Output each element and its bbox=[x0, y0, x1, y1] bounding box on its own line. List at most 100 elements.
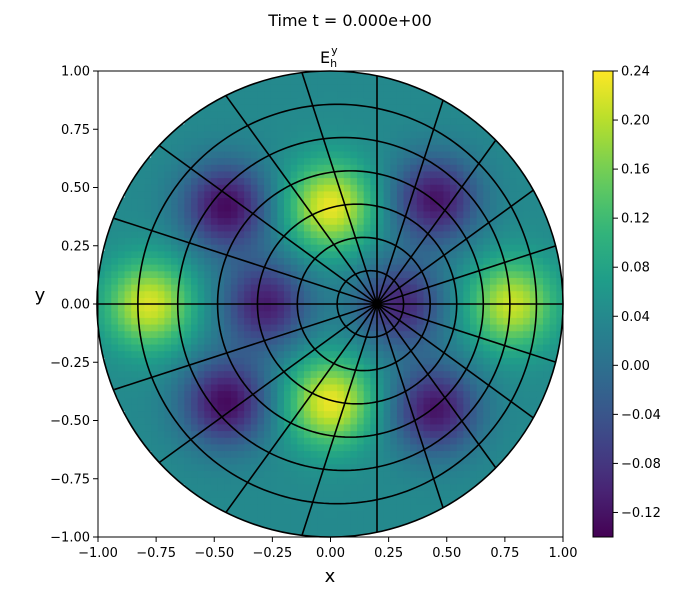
heatmap-cell bbox=[323, 110, 332, 119]
heatmap-cell bbox=[237, 503, 245, 511]
heatmap-cell bbox=[257, 257, 265, 265]
heatmap-cell bbox=[277, 470, 285, 478]
heatmap-cell bbox=[244, 457, 252, 465]
heatmap-cell bbox=[284, 477, 292, 485]
heatmap-cell bbox=[350, 210, 358, 219]
heatmap-cell bbox=[217, 370, 225, 378]
heatmap-cell bbox=[496, 323, 504, 332]
heatmap-cell bbox=[303, 237, 312, 245]
heatmap-cell bbox=[383, 124, 391, 132]
heatmap-cell bbox=[343, 150, 352, 159]
axes-title-base: E bbox=[320, 48, 330, 67]
heatmap-cell bbox=[350, 343, 358, 352]
heatmap-cell bbox=[204, 270, 212, 278]
heatmap-cell bbox=[423, 343, 431, 352]
heatmap-cell bbox=[323, 197, 332, 205]
heatmap-cell bbox=[310, 230, 318, 239]
heatmap-cell bbox=[303, 463, 312, 472]
heatmap-cell bbox=[144, 190, 152, 199]
heatmap-cell bbox=[137, 390, 146, 398]
heatmap-cell bbox=[98, 264, 106, 272]
heatmap-cell bbox=[224, 124, 232, 132]
heatmap-cell bbox=[310, 150, 318, 159]
heatmap-cell bbox=[277, 430, 285, 438]
heatmap-cell bbox=[303, 410, 312, 418]
heatmap-cell bbox=[370, 190, 378, 199]
heatmap-cell bbox=[450, 124, 458, 132]
heatmap-cell bbox=[436, 204, 445, 212]
heatmap-cell bbox=[463, 230, 471, 239]
heatmap-cell bbox=[210, 310, 219, 318]
heatmap-cell bbox=[430, 497, 438, 505]
heatmap-cell bbox=[217, 430, 225, 438]
heatmap-cell bbox=[177, 390, 185, 398]
heatmap-cell bbox=[416, 417, 425, 425]
heatmap-cell bbox=[416, 330, 425, 338]
heatmap-cell bbox=[191, 397, 199, 405]
heatmap-cell bbox=[191, 304, 199, 312]
heatmap-cell bbox=[230, 417, 239, 425]
heatmap-cell bbox=[489, 144, 498, 152]
heatmap-cell bbox=[363, 323, 371, 332]
heatmap-cell bbox=[343, 264, 352, 272]
heatmap-cell bbox=[197, 130, 205, 139]
heatmap-cell bbox=[137, 430, 146, 438]
heatmap-cell bbox=[131, 244, 139, 252]
heatmap-cell bbox=[470, 383, 478, 392]
heatmap-cell bbox=[430, 297, 438, 305]
heatmap-cell bbox=[317, 357, 325, 365]
heatmap-cell bbox=[350, 523, 358, 531]
heatmap-cell bbox=[410, 297, 418, 305]
heatmap-cell bbox=[443, 210, 451, 219]
heatmap-cell bbox=[277, 197, 285, 205]
heatmap-cell bbox=[370, 450, 378, 458]
heatmap-cell bbox=[264, 84, 272, 92]
heatmap-cell bbox=[104, 284, 112, 292]
heatmap-cell bbox=[290, 270, 298, 278]
heatmap-cell bbox=[171, 410, 179, 418]
heatmap-cell bbox=[210, 337, 219, 345]
heatmap-cell bbox=[523, 197, 531, 205]
heatmap-cell bbox=[257, 250, 265, 258]
heatmap-cell bbox=[476, 230, 484, 239]
heatmap-cell bbox=[303, 90, 312, 99]
heatmap-cell bbox=[343, 90, 352, 99]
heatmap-cell bbox=[410, 197, 418, 205]
heatmap-cell bbox=[357, 330, 365, 338]
heatmap-cell bbox=[509, 224, 518, 232]
heatmap-cell bbox=[303, 197, 312, 205]
heatmap-cell bbox=[456, 290, 464, 298]
heatmap-cell bbox=[164, 383, 172, 392]
heatmap-cell bbox=[396, 430, 405, 438]
heatmap-cell bbox=[430, 150, 438, 159]
heatmap-cell bbox=[390, 224, 398, 232]
heatmap-cell bbox=[224, 443, 232, 452]
heatmap-cell bbox=[303, 270, 312, 278]
mesh-ring bbox=[256, 203, 458, 405]
heatmap-cell bbox=[230, 304, 239, 312]
heatmap-cell bbox=[191, 164, 199, 172]
heatmap-cell bbox=[423, 417, 431, 425]
heatmap-cell bbox=[164, 457, 172, 465]
heatmap-cell bbox=[257, 237, 265, 245]
heatmap-cell bbox=[310, 110, 318, 119]
heatmap-cell bbox=[151, 270, 159, 278]
heatmap-cell bbox=[217, 483, 225, 491]
heatmap-cell bbox=[350, 510, 358, 518]
heatmap-cell bbox=[224, 217, 232, 225]
heatmap-cell bbox=[529, 244, 538, 252]
heatmap-cell bbox=[343, 483, 352, 491]
heatmap-cell bbox=[423, 244, 431, 252]
heatmap-cell bbox=[509, 170, 518, 179]
heatmap-cell bbox=[317, 497, 325, 505]
heatmap-cell bbox=[257, 304, 265, 312]
heatmap-cell bbox=[284, 204, 292, 212]
heatmap-cell bbox=[224, 377, 232, 385]
heatmap-cell bbox=[543, 350, 551, 358]
heatmap-cell bbox=[390, 470, 398, 478]
heatmap-cell bbox=[529, 383, 538, 392]
heatmap-cell bbox=[343, 317, 352, 325]
heatmap-cell bbox=[244, 450, 252, 458]
heatmap-cell bbox=[124, 297, 132, 305]
heatmap-cell bbox=[257, 410, 265, 418]
